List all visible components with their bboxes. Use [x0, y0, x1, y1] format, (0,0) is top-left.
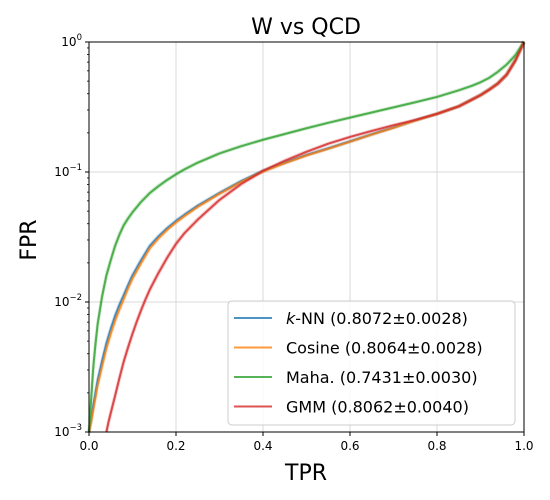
series-line-gmm [105, 41, 525, 433]
x-tick-label: 0.8 [427, 439, 446, 453]
legend-entry-k-nn: k-NN (0.8072±0.0028) [234, 309, 468, 328]
x-tick-label: 0.4 [253, 439, 272, 453]
x-tick-label: 0.2 [166, 439, 185, 453]
legend-box [227, 300, 516, 426]
y-axis-ticks: 10−3 10−2 10−1 100 [54, 33, 89, 439]
chart-title: W vs QCD [251, 15, 361, 40]
y-tick-label: 10−2 [54, 293, 82, 309]
y-tick-label: 100 [61, 33, 82, 49]
x-axis-title: TPR [284, 461, 327, 486]
confidence-bands [87, 40, 526, 434]
series-band-maha- [87, 40, 526, 434]
legend: k-NN (0.8072±0.0028) Cosine (0.8064±0.002… [227, 300, 516, 426]
x-tick-label: 1.0 [514, 439, 533, 453]
legend-entry-gmm: GMM (0.8062±0.0040) [234, 398, 469, 417]
y-tick-label: 10−1 [54, 163, 82, 179]
x-tick-label: 0.6 [340, 439, 359, 453]
plot-area-frame [88, 41, 525, 433]
x-tick-label: 0.0 [79, 439, 98, 453]
y-tick-label: 10−3 [54, 423, 82, 439]
legend-entry-cosine: Cosine (0.8064±0.0028) [234, 339, 483, 358]
series-lines [88, 41, 525, 433]
legend-label: Cosine (0.8064±0.0028) [286, 339, 483, 358]
legend-label: k-NN (0.8072±0.0028) [286, 309, 468, 328]
y-axis-title: FPR [17, 219, 42, 260]
series-line-maha- [88, 41, 525, 433]
legend-label: GMM (0.8062±0.0040) [286, 398, 469, 417]
legend-label: Maha. (0.7431±0.0030) [286, 368, 478, 387]
legend-entry-maha-: Maha. (0.7431±0.0030) [234, 368, 478, 387]
x-axis-ticks: 0.0 0.2 0.4 0.6 0.8 1.0 [79, 432, 534, 453]
